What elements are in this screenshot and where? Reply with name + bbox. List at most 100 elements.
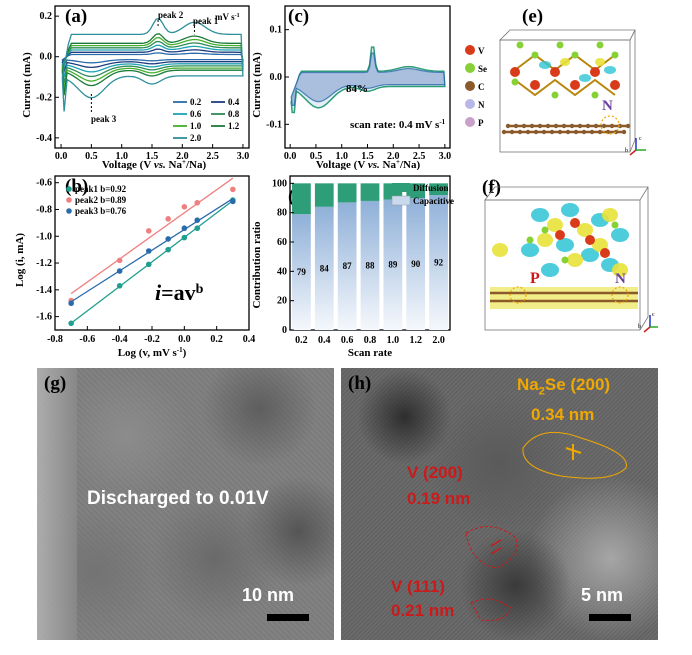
- carbon-atom: [557, 129, 563, 135]
- v200-region: [465, 526, 518, 569]
- ytick-label: -1.0: [36, 231, 52, 242]
- fit-line-peak2: [70, 177, 234, 295]
- panel-b-yticks: -0.6 -0.8 -1.0 -1.2 -1.4 -1.6: [36, 178, 59, 323]
- data-point-peak2: [145, 228, 152, 234]
- panel-e-structure: (e) N V Se C N P c b: [465, 6, 646, 156]
- vanadium-atom: [600, 248, 610, 258]
- legend-marker: [66, 208, 72, 214]
- panel-c-yticks: 0.1 0.0 -0.1: [266, 25, 289, 130]
- svg-text:N: N: [478, 100, 485, 110]
- panel-d-ylabel: Contribution ratio: [251, 221, 263, 309]
- panel-b-log-chart: (b) Log (i, mA) -0.6 -0.8 -1.0 -1.2 -1.4 -1.6…: [15, 175, 255, 359]
- svg-text:Diffusion: Diffusion: [413, 183, 449, 193]
- charge-lobe-depletion: [561, 203, 579, 217]
- cv-curve-0.2: [61, 52, 244, 67]
- carbon-sheet: [501, 123, 631, 135]
- panel-d-legend: Diffusion Capacitive: [391, 183, 454, 206]
- charge-lobe-accumulation: [602, 208, 618, 222]
- panel-h-scale-bar: [589, 614, 631, 621]
- panel-b-xticks: -0.8 -0.6 -0.4 -0.2 0.0 0.2 0.4: [47, 326, 255, 345]
- carbon-atom: [549, 129, 555, 135]
- selenium-atom: [611, 221, 619, 229]
- panel-b-ylabel: Log (i, mA): [15, 233, 26, 287]
- legend-label: peak3 b=0.76: [75, 206, 127, 216]
- bar-value-label: 87: [343, 261, 353, 271]
- bar-capacitive: [429, 195, 448, 330]
- selenium-atom: [591, 91, 599, 99]
- ytick-label: 0.0: [40, 52, 53, 63]
- charge-lobe-depletion: [521, 243, 539, 257]
- v111-label: V (111) 0.21 nm: [391, 577, 455, 620]
- legend-label: 0.2: [190, 97, 202, 107]
- selenium-atom: [511, 78, 519, 86]
- legend-label: 1.0: [190, 121, 202, 131]
- panel-b-plot: [68, 177, 236, 327]
- bar-capacitive: [383, 199, 403, 330]
- charge-lobe-accumulation: [567, 253, 583, 267]
- vanadium-atom: [570, 80, 580, 90]
- peak-1-annotation: peak 1: [193, 16, 219, 26]
- panel-f-label: (f): [482, 177, 501, 198]
- bar-capacitive: [337, 202, 357, 330]
- carbon-atom: [509, 129, 515, 135]
- panel-a-yticks: 0.2 0.0 -0.2 -0.4: [36, 11, 59, 144]
- panel-f-charge-density: (f) P N c b: [482, 177, 658, 333]
- svg-text:Capacitive: Capacitive: [413, 196, 454, 206]
- panel-d-xticks: 0.2 0.4 0.6 0.8 1.0 1.2 2.0: [295, 335, 445, 346]
- bar-capacitive: [406, 198, 426, 330]
- v111-region: [470, 598, 512, 621]
- panel-a-curves: [61, 17, 244, 112]
- carbon-atom: [545, 123, 551, 129]
- charge-lobe-depletion: [581, 248, 599, 262]
- legend-label: 0.4: [228, 97, 240, 107]
- bar-diffusion: [314, 183, 334, 207]
- bar-diffusion: [360, 183, 380, 201]
- xtick-label: 0.5: [310, 151, 323, 162]
- vanadium-atom: [590, 67, 600, 77]
- data-point-peak3: [116, 268, 123, 274]
- data-point-peak3: [145, 248, 152, 254]
- bar-capacitive: [360, 200, 380, 330]
- bar-value-label: 88: [366, 260, 376, 270]
- xtick-label: 1.5: [361, 151, 374, 162]
- xtick-label: 2.5: [413, 151, 426, 162]
- vanadium-atom: [570, 218, 580, 228]
- panel-e-label: (e): [522, 6, 543, 27]
- charge-lobe-accumulation: [547, 218, 563, 232]
- xtick-label: 3.0: [439, 151, 452, 162]
- data-point-peak1: [165, 246, 171, 253]
- carbon-atom: [565, 129, 571, 135]
- cv-curve-1.2: [61, 33, 244, 96]
- panel-e-axes-icon: c b: [625, 136, 646, 156]
- carbon-atom: [577, 123, 583, 129]
- carbon-atom: [601, 123, 607, 129]
- data-point-peak1: [181, 234, 188, 241]
- panel-b-label: (b): [65, 176, 88, 197]
- panel-c-percent: 84%: [346, 83, 368, 95]
- selenium-atom: [596, 41, 604, 49]
- xtick-label: -0.2: [144, 334, 160, 345]
- xtick-label: 0.6: [341, 335, 354, 346]
- panel-d-bars: 79 84 87 88 89 90 92: [292, 183, 448, 330]
- carbon-atom: [621, 129, 627, 135]
- panel-h-hrtem-image: (h) Na2Se (200) 0.34 nm V (200) 0.19 nm V…: [341, 368, 658, 640]
- vse2-layer: [510, 41, 620, 99]
- panel-f-axes-icon: c b: [638, 312, 658, 333]
- ytick-label: 0.2: [40, 11, 53, 22]
- panel-c-ylabel: Current (mA): [251, 52, 263, 118]
- panel-d-yticks: 100 80 60 40 20 0: [272, 178, 294, 336]
- panel-g-label: (g): [44, 373, 67, 394]
- panel-a-unit: mV s-1: [215, 12, 240, 22]
- xtick-label: 1.0: [115, 151, 128, 162]
- xtick-label: -0.6: [79, 334, 95, 345]
- svg-text:Se: Se: [478, 64, 487, 74]
- xtick-label: 0.4: [243, 334, 256, 345]
- charge-lobe: [560, 58, 570, 66]
- panel-a-xlabel: Voltage (V vs. Na+/Na): [102, 158, 207, 170]
- carbon-atom: [533, 129, 539, 135]
- na2se-region: [522, 431, 627, 479]
- legend-label: 0.6: [190, 109, 202, 119]
- charge-lobe-depletion: [531, 208, 549, 222]
